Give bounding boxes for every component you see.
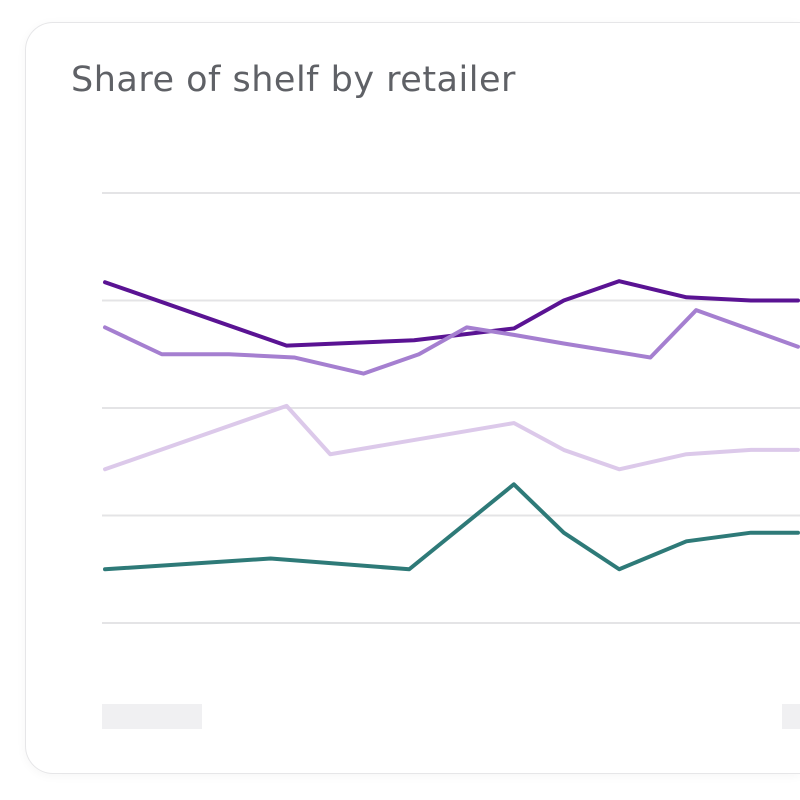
x-axis-label-placeholder (782, 704, 800, 729)
chart-title: Share of shelf by retailer (71, 60, 516, 100)
chart-card (25, 22, 800, 774)
series-line-2 (103, 308, 800, 376)
series-line-3 (103, 403, 800, 472)
series-line-4 (103, 482, 800, 572)
series-line-1 (103, 279, 800, 348)
x-axis-label-placeholder (102, 704, 202, 729)
